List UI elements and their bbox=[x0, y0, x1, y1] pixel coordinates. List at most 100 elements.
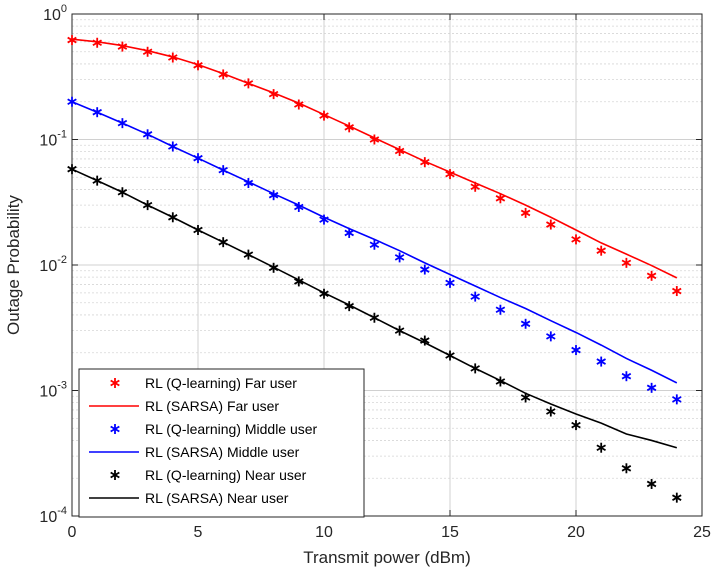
marker-stroke bbox=[621, 372, 632, 380]
data-point bbox=[596, 442, 606, 453]
data-point bbox=[394, 252, 405, 263]
marker-stroke bbox=[495, 378, 506, 385]
data-point bbox=[520, 207, 531, 218]
data-point bbox=[344, 122, 354, 133]
data-point bbox=[67, 35, 77, 46]
y-axis-label: Outage Probability bbox=[4, 195, 23, 335]
marker-stroke bbox=[369, 136, 380, 143]
data-point bbox=[495, 193, 506, 204]
series-1 bbox=[71, 38, 678, 279]
x-tick-label: 0 bbox=[68, 524, 77, 541]
legend-label-middle-q: RL (Q-learning) Middle user bbox=[145, 421, 318, 437]
marker-stroke bbox=[243, 179, 254, 187]
marker-stroke bbox=[344, 302, 354, 310]
marker-stroke bbox=[546, 408, 556, 415]
data-point bbox=[571, 345, 581, 356]
data-point bbox=[294, 99, 304, 110]
marker-stroke bbox=[319, 290, 329, 298]
marker-stroke bbox=[546, 333, 556, 340]
x-tick-label: 5 bbox=[194, 524, 203, 541]
legend-label-far-sarsa: RL (SARSA) Far user bbox=[145, 398, 279, 414]
y-tick-label: 10-4 bbox=[39, 505, 67, 526]
data-point bbox=[646, 382, 657, 393]
marker-stroke bbox=[445, 170, 455, 178]
marker-stroke bbox=[646, 272, 657, 280]
data-point bbox=[294, 276, 304, 287]
series-line bbox=[71, 100, 678, 384]
marker-stroke bbox=[294, 203, 304, 211]
marker-stroke bbox=[110, 379, 120, 387]
legend-marker-sample bbox=[110, 378, 120, 388]
data-point bbox=[369, 134, 380, 145]
legend-marker-sample bbox=[110, 424, 120, 434]
x-tick-label: 20 bbox=[567, 524, 585, 541]
series-3 bbox=[71, 100, 678, 384]
data-point bbox=[646, 478, 657, 489]
marker-stroke bbox=[445, 279, 455, 287]
data-point bbox=[596, 356, 606, 367]
marker-stroke bbox=[546, 221, 556, 228]
y-tick-label: 10-1 bbox=[39, 129, 67, 150]
marker-stroke bbox=[621, 259, 632, 267]
marker-stroke bbox=[319, 112, 329, 119]
data-point bbox=[621, 463, 632, 474]
marker-stroke bbox=[110, 471, 120, 479]
data-point bbox=[546, 219, 556, 230]
y-tick-label: 100 bbox=[43, 3, 67, 24]
marker-stroke bbox=[672, 494, 682, 501]
data-point bbox=[445, 169, 455, 180]
marker-stroke bbox=[596, 247, 606, 254]
y-tick-label: 10-2 bbox=[39, 254, 67, 275]
tick-labels: 0 5 10 15 20 25 100 10-1 10-2 10-3 10-4 bbox=[39, 3, 711, 541]
marker-stroke bbox=[142, 48, 153, 56]
marker-stroke bbox=[520, 394, 531, 401]
marker-stroke bbox=[294, 101, 304, 108]
marker-stroke bbox=[470, 293, 480, 300]
series-layer bbox=[67, 35, 682, 503]
data-point bbox=[268, 190, 279, 201]
marker-stroke bbox=[596, 358, 606, 365]
marker-stroke bbox=[571, 421, 581, 429]
marker-stroke bbox=[67, 165, 77, 173]
marker-stroke bbox=[470, 183, 480, 191]
data-point bbox=[621, 257, 632, 268]
marker-stroke bbox=[268, 191, 279, 199]
data-point bbox=[546, 331, 556, 342]
marker-stroke bbox=[672, 396, 682, 403]
legend-box bbox=[78, 368, 365, 518]
marker-stroke bbox=[92, 39, 102, 47]
series-line bbox=[71, 38, 678, 279]
data-point bbox=[621, 371, 632, 382]
axes bbox=[71, 13, 703, 517]
data-point bbox=[495, 304, 506, 315]
legend-label-far-q: RL (Q-learning) Far user bbox=[145, 375, 297, 391]
marker-stroke bbox=[344, 124, 354, 131]
data-point bbox=[470, 291, 480, 302]
marker-stroke bbox=[571, 346, 581, 354]
marker-stroke bbox=[268, 90, 279, 98]
marker-stroke bbox=[520, 320, 531, 328]
legend-label-near-sarsa: RL (SARSA) Near user bbox=[145, 490, 289, 506]
marker-stroke bbox=[420, 266, 430, 273]
series-5 bbox=[71, 168, 678, 449]
legend: RL (Q-learning) Far user RL (SARSA) Far … bbox=[78, 368, 365, 518]
data-point bbox=[672, 286, 682, 297]
data-point bbox=[672, 394, 682, 405]
marker-stroke bbox=[110, 425, 120, 433]
marker-stroke bbox=[294, 278, 304, 285]
marker-stroke bbox=[520, 209, 531, 217]
marker-stroke bbox=[394, 254, 405, 261]
marker-stroke bbox=[646, 480, 657, 488]
data-point bbox=[420, 264, 430, 275]
marker-stroke bbox=[571, 236, 581, 243]
marker-stroke bbox=[495, 195, 506, 202]
data-point bbox=[394, 145, 405, 156]
data-point bbox=[445, 277, 455, 288]
data-point bbox=[571, 420, 581, 431]
marker-stroke bbox=[646, 384, 657, 392]
data-point bbox=[672, 492, 682, 503]
data-point bbox=[369, 239, 380, 250]
x-axis-label: Transmit power (dBm) bbox=[303, 548, 471, 567]
legend-marker-sample bbox=[110, 470, 120, 480]
